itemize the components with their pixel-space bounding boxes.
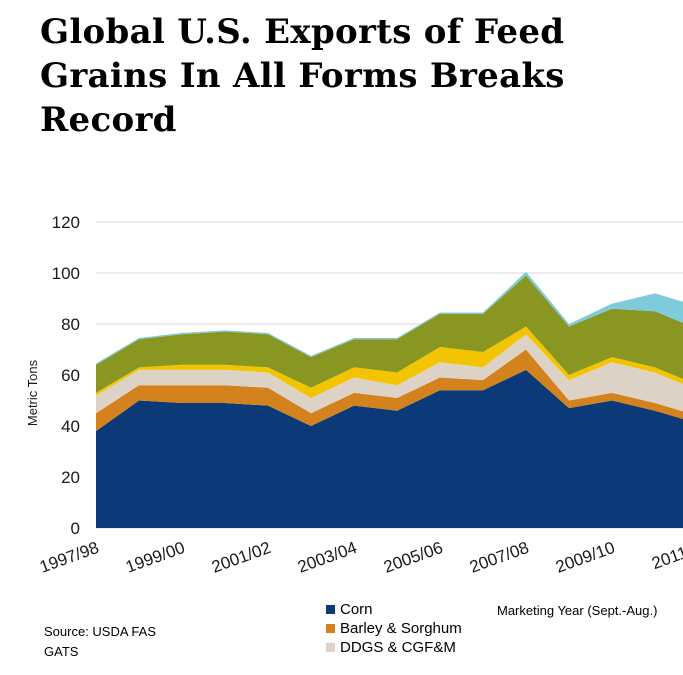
legend-swatch <box>326 643 335 652</box>
y-tick-label: 60 <box>61 366 80 385</box>
x-tick-label: 1999/00 <box>123 538 187 577</box>
legend-item: Barley & Sorghum <box>326 619 462 638</box>
x-tick-label: 2007/08 <box>467 538 531 577</box>
x-tick-label: 2001/02 <box>209 538 273 577</box>
area-corn <box>96 369 683 528</box>
x-tick-label: 2003/04 <box>295 538 359 577</box>
x-axis-note: Marketing Year (Sept.-Aug.) <box>497 603 658 618</box>
x-tick-labels: 1997/98 1999/00 2001/02 2003/04 2005/06 2007/… <box>37 538 683 577</box>
x-tick-label: 2009/10 <box>553 538 617 577</box>
legend-swatch <box>326 605 335 614</box>
y-tick-label: 120 <box>52 213 80 232</box>
y-tick-label: 100 <box>52 264 80 283</box>
y-tick-label: 80 <box>61 315 80 334</box>
stacked-areas <box>96 271 683 528</box>
legend-label: Corn <box>340 601 373 618</box>
y-tick-labels: 0 20 40 60 80 100 120 <box>52 213 80 538</box>
legend-label: DDGS & CGF&M <box>340 639 456 656</box>
legend: Corn Barley & Sorghum DDGS & CGF&M <box>326 600 462 657</box>
x-tick-label: 2005/06 <box>381 538 445 577</box>
x-tick-label: 2011/1 <box>649 538 683 573</box>
area-ddgs-cgf-m <box>96 334 683 414</box>
y-axis-label: Metric Tons <box>25 359 40 426</box>
legend-label: Barley & Sorghum <box>340 620 462 637</box>
y-tick-label: 0 <box>71 519 80 538</box>
chart-title: Global U.S. Exports of Feed Grains In Al… <box>40 12 565 140</box>
y-tick-label: 20 <box>61 468 80 487</box>
legend-item: DDGS & CGF&M <box>326 638 462 657</box>
legend-swatch <box>326 624 335 633</box>
x-tick-label: 1997/98 <box>37 538 101 577</box>
area-other-feed <box>96 275 683 393</box>
area-other-products <box>96 326 683 398</box>
y-tick-label: 40 <box>61 417 80 436</box>
area-barley-sorghum <box>96 349 683 432</box>
legend-item: Corn <box>326 600 462 619</box>
source-note: Source: USDA FAS GATS <box>44 624 156 659</box>
